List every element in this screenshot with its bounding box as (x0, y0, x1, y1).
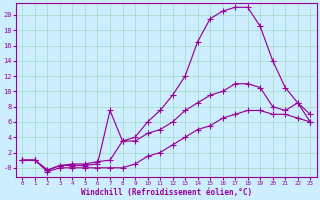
X-axis label: Windchill (Refroidissement éolien,°C): Windchill (Refroidissement éolien,°C) (81, 188, 252, 197)
